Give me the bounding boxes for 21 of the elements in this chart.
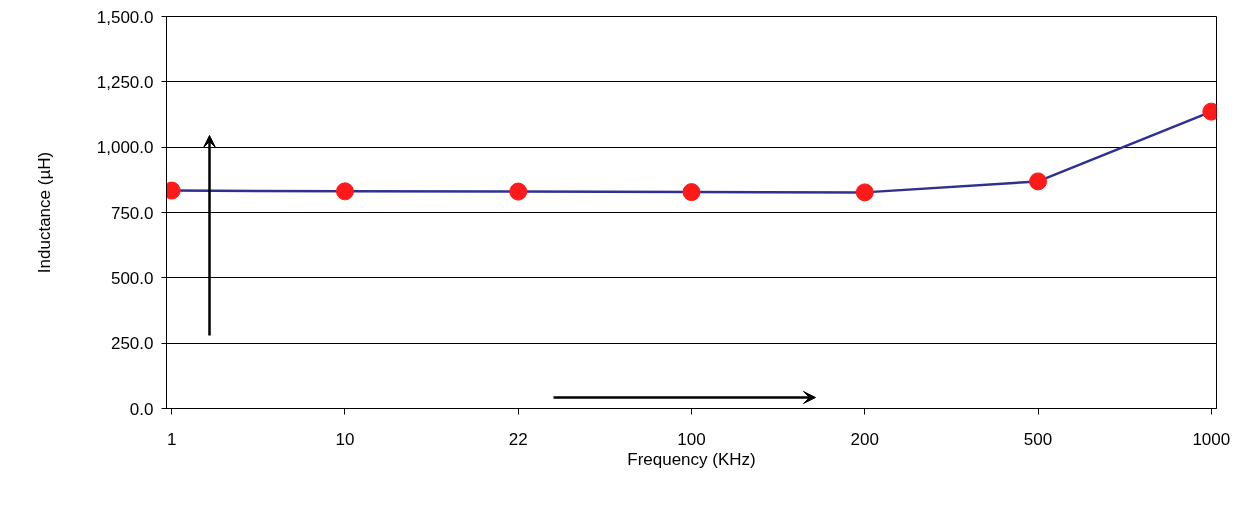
point bbox=[335, 182, 354, 201]
point bbox=[855, 183, 874, 202]
x-tick-label: 500 bbox=[1023, 429, 1053, 449]
y-axis-title: Inductance (µH) bbox=[34, 151, 54, 274]
x-tick-label: 1 bbox=[166, 429, 177, 449]
x-tick-label: 22 bbox=[508, 429, 528, 449]
x-tick-label: 1000 bbox=[1192, 429, 1231, 449]
y-tick-label: 1,250.0 bbox=[96, 72, 154, 92]
x-axis-title: Frequency (KHz) bbox=[627, 449, 756, 469]
y-tick-label: 0.0 bbox=[129, 399, 154, 419]
x-tick-label: 100 bbox=[677, 429, 706, 449]
point bbox=[509, 182, 528, 201]
point bbox=[1029, 172, 1048, 191]
y-tick-label: 1,000.0 bbox=[96, 138, 154, 158]
x-tick-label: 10 bbox=[335, 429, 355, 449]
point bbox=[682, 183, 701, 202]
y-tick-label: 250.0 bbox=[110, 334, 154, 354]
x-tick-label: 200 bbox=[850, 429, 879, 449]
y-tick-label: 1,500.0 bbox=[96, 7, 154, 27]
y-tick-label: 500.0 bbox=[110, 268, 154, 288]
y-tick-label: 750.0 bbox=[110, 203, 154, 223]
